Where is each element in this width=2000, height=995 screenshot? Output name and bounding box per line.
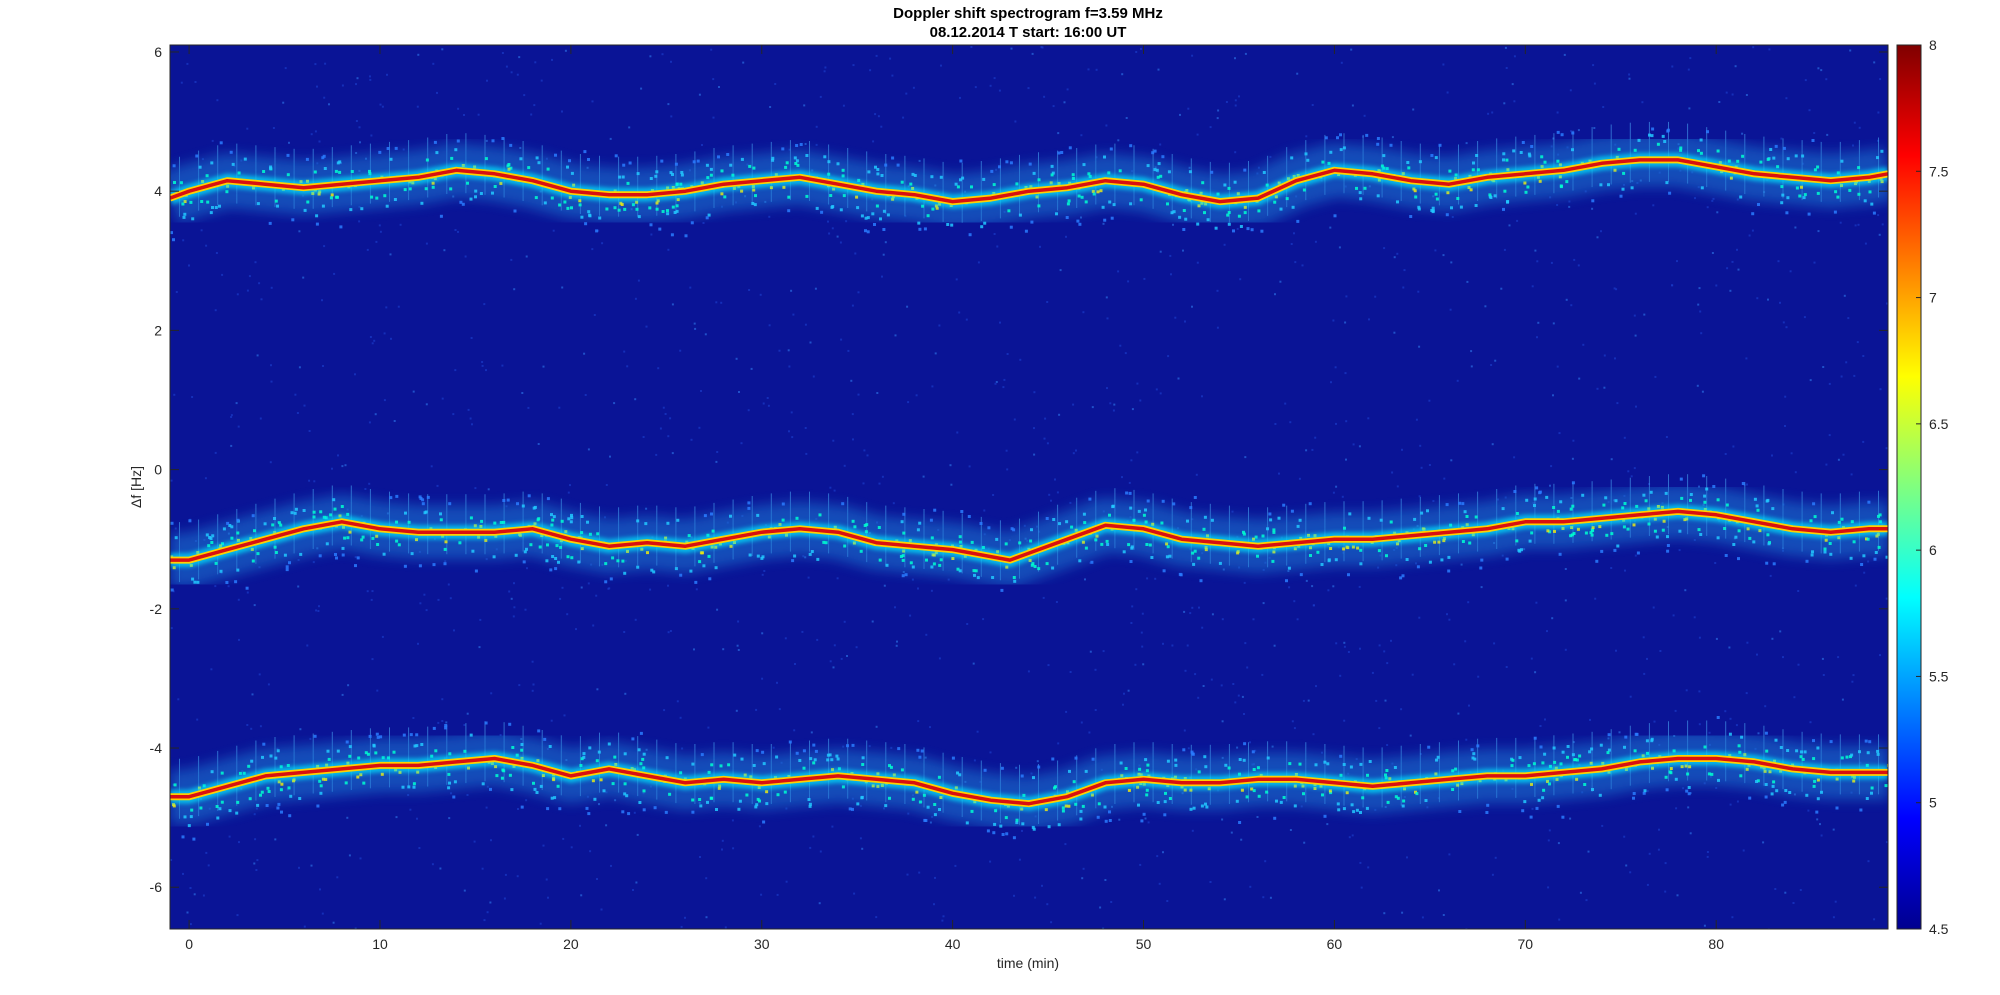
- x-tick-label: 40: [945, 936, 961, 952]
- colorbar-tick-label: 4.5: [1929, 921, 1949, 937]
- chart-title: Doppler shift spectrogram f=3.59 MHz: [893, 5, 1163, 22]
- x-tick-label: 20: [563, 936, 579, 952]
- colorbar-tick-label: 6.5: [1929, 416, 1949, 432]
- y-tick-label: -4: [150, 740, 163, 756]
- x-tick-label: 50: [1136, 936, 1152, 952]
- chart-subtitle: 08.12.2014 T start: 16:00 UT: [930, 24, 1127, 41]
- colorbar: [1896, 44, 1922, 930]
- series-band-1: [170, 127, 1888, 242]
- colorbar-tick-label: 7.5: [1929, 163, 1949, 179]
- plot-frame: [169, 44, 1889, 930]
- colorbar-ticks: 4.5 5 5.5 6 6.5 7 7.5 8: [1916, 37, 1949, 937]
- colorbar-tick-label: 6: [1929, 542, 1937, 558]
- x-tick-label: 0: [185, 936, 193, 952]
- series-band-2: [170, 474, 1888, 592]
- y-tick-label: -2: [150, 601, 163, 617]
- x-tick-label: 60: [1327, 936, 1343, 952]
- bands-layer: [170, 127, 1888, 841]
- x-axis-ticks: 0 10 20 30 40 50 60 70 80: [185, 45, 1724, 952]
- y-tick-label: 4: [154, 183, 162, 199]
- y-axis-ticks: -6 -4 -2 0 2 4 6: [150, 44, 1888, 895]
- x-tick-label: 70: [1518, 936, 1534, 952]
- y-axis-label: Δf [Hz]: [128, 466, 144, 508]
- series-band-3: [170, 716, 1888, 841]
- x-tick-label: 80: [1708, 936, 1724, 952]
- x-tick-label: 10: [372, 936, 388, 952]
- colorbar-tick-label: 5: [1929, 795, 1937, 811]
- x-tick-label: 30: [754, 936, 770, 952]
- y-tick-label: -6: [150, 879, 163, 895]
- colorbar-tick-label: 8: [1929, 37, 1937, 53]
- y-tick-label: 2: [154, 322, 162, 338]
- y-tick-label: 0: [154, 462, 162, 478]
- colorbar-tick-label: 7: [1929, 290, 1937, 306]
- x-axis-label: time (min): [997, 955, 1059, 971]
- y-tick-label: 6: [154, 44, 162, 60]
- colorbar-tick-label: 5.5: [1929, 668, 1949, 684]
